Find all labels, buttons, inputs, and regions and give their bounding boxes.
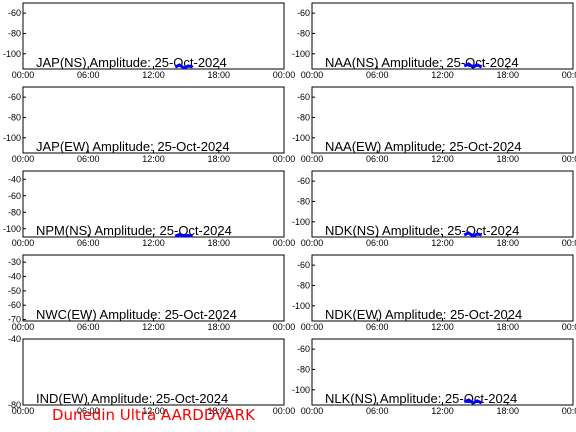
chart-3-xtick-label: 00:00	[562, 154, 576, 164]
chart-6-ytick-label: -70	[8, 315, 21, 325]
chart-0-ytick-label: -60	[8, 8, 21, 18]
chart-1-series-0	[463, 62, 483, 69]
chart-5-xtick-label: 00:00	[562, 238, 576, 248]
chart-9-ytick-label: -80	[297, 364, 310, 374]
chart-9-xtick-label: 00:00	[562, 406, 576, 416]
chart-4-xtick-label: 00:00	[12, 238, 35, 248]
chart-0-xtick-label: 06:00	[77, 70, 100, 80]
chart-6-ytick-label: -40	[8, 272, 21, 282]
chart-1-xtick-label: 18:00	[496, 70, 519, 80]
chart-2-ytick-label: -100	[3, 133, 21, 143]
chart-5-ytick-label: -100	[292, 217, 310, 227]
chart-7-ytick-label: -100	[292, 301, 310, 311]
chart-8-xtick-label: 00:00	[273, 406, 296, 416]
chart-9-ytick-label: -100	[292, 385, 310, 395]
chart-0-series-0	[174, 63, 193, 70]
chart-1-xtick-label: 06:00	[366, 70, 389, 80]
chart-2-xtick-label: 06:00	[77, 154, 100, 164]
chart-4-xtick-label: 00:00	[273, 238, 296, 248]
chart-4-xtick-label: 06:00	[77, 238, 100, 248]
chart-3-xtick-label: 12:00	[431, 154, 454, 164]
chart-0-title: JAP(NS) Amplitude: 25-Oct-2024	[36, 55, 227, 70]
chart-5-xtick-label: 18:00	[496, 238, 519, 248]
chart-4-ytick-label: -80	[8, 207, 21, 217]
chart-7-xtick-label: 00:00	[301, 322, 324, 332]
chart-8-xtick-label: 06:00	[77, 406, 100, 416]
chart-5-ytick-label: -60	[297, 176, 310, 186]
chart-8-xtick-label: 18:00	[207, 406, 230, 416]
chart-4-title: NPM(NS) Amplitude: 25-Oct-2024	[36, 223, 232, 238]
chart-5-xtick-label: 12:00	[431, 238, 454, 248]
chart-1-title: NAA(NS) Amplitude: 25-Oct-2024	[325, 55, 519, 70]
chart-5-title: NDK(NS) Amplitude: 25-Oct-2024	[325, 223, 519, 238]
chart-8-xtick-label: 00:00	[12, 406, 35, 416]
chart-3-ytick-label: -100	[292, 133, 310, 143]
chart-7-xtick-label: 18:00	[496, 322, 519, 332]
chart-8-xtick-label: 12:00	[142, 406, 165, 416]
chart-9-xtick-label: 00:00	[301, 406, 324, 416]
chart-0-ytick-label: -80	[8, 28, 21, 38]
chart-7-title: NDK(EW) Amplitude: 25-Oct-2024	[325, 307, 522, 322]
chart-9-ytick-label: -60	[297, 344, 310, 354]
chart-4-ytick-label: -60	[8, 191, 21, 201]
chart-1-ytick-label: -60	[297, 8, 310, 18]
chart-7-ytick-label: -80	[297, 280, 310, 290]
chart-0-xtick-label: 00:00	[273, 70, 296, 80]
chart-6-xtick-label: 00:00	[12, 322, 35, 332]
chart-9-title: NLK(NS) Amplitude: 25-Oct-2024	[325, 391, 517, 406]
chart-2-xtick-label: 12:00	[142, 154, 165, 164]
chart-1-xtick-label: 12:00	[431, 70, 454, 80]
chart-9-xtick-label: 18:00	[496, 406, 519, 416]
chart-8-title: IND(EW) Amplitude: 25-Oct-2024	[36, 391, 228, 406]
chart-2-ytick-label: -80	[8, 112, 21, 122]
footer-label: Dunedin Ultra AARDDVARK	[52, 406, 255, 424]
chart-2-xtick-label: 00:00	[12, 154, 35, 164]
chart-3-ytick-label: -60	[297, 92, 310, 102]
chart-5-series-0	[463, 231, 482, 238]
chart-1-ytick-label: -100	[292, 49, 310, 59]
chart-0-xtick-label: 18:00	[207, 70, 230, 80]
chart-0-xtick-label: 00:00	[12, 70, 35, 80]
chart-9-series-0	[463, 398, 483, 405]
chart-2-xtick-label: 18:00	[207, 154, 230, 164]
chart-4-xtick-label: 18:00	[207, 238, 230, 248]
chart-4-ytick-label: -40	[8, 174, 21, 184]
chart-5-xtick-label: 06:00	[366, 238, 389, 248]
chart-5-ytick-label: -80	[297, 196, 310, 206]
chart-5-xtick-label: 00:00	[301, 238, 324, 248]
chart-1-ytick-label: -80	[297, 28, 310, 38]
chart-7-ytick-label: -60	[297, 260, 310, 270]
chart-3-title: NAA(EW) Amplitude: 25-Oct-2024	[325, 139, 522, 154]
chart-3-xtick-label: 06:00	[366, 154, 389, 164]
chart-4-series-0	[174, 232, 193, 238]
chart-3-ytick-label: -80	[297, 112, 310, 122]
chart-1-xtick-label: 00:00	[301, 70, 324, 80]
chart-3-xtick-label: 00:00	[301, 154, 324, 164]
chart-2-title: JAP(EW) Amplitude: 25-Oct-2024	[36, 139, 230, 154]
chart-6-xtick-label: 06:00	[77, 322, 100, 332]
chart-6-xtick-label: 12:00	[142, 322, 165, 332]
chart-4-ytick-label: -100	[3, 224, 21, 234]
chart-6-title: NWC(EW) Amplitude: 25-Oct-2024	[36, 307, 237, 322]
chart-7-xtick-label: 12:00	[431, 322, 454, 332]
chart-6-ytick-label: -50	[8, 286, 21, 296]
chart-4-xtick-label: 12:00	[142, 238, 165, 248]
chart-3-xtick-label: 18:00	[496, 154, 519, 164]
chart-0-ytick-label: -100	[3, 49, 21, 59]
chart-7-xtick-label: 00:00	[562, 322, 576, 332]
chart-7-xtick-label: 06:00	[366, 322, 389, 332]
chart-2-xtick-label: 00:00	[273, 154, 296, 164]
chart-9-xtick-label: 06:00	[366, 406, 389, 416]
chart-1-xtick-label: 00:00	[562, 70, 576, 80]
chart-8-ytick-label: -80	[8, 400, 21, 410]
chart-6-xtick-label: 18:00	[207, 322, 230, 332]
chart-2-ytick-label: -60	[8, 92, 21, 102]
chart-6-xtick-label: 00:00	[273, 322, 296, 332]
chart-9-xtick-label: 12:00	[431, 406, 454, 416]
chart-6-ytick-label: -60	[8, 300, 21, 310]
chart-8-ytick-label: -40	[8, 334, 21, 344]
chart-6-ytick-label: -30	[8, 257, 21, 267]
chart-0-xtick-label: 12:00	[142, 70, 165, 80]
